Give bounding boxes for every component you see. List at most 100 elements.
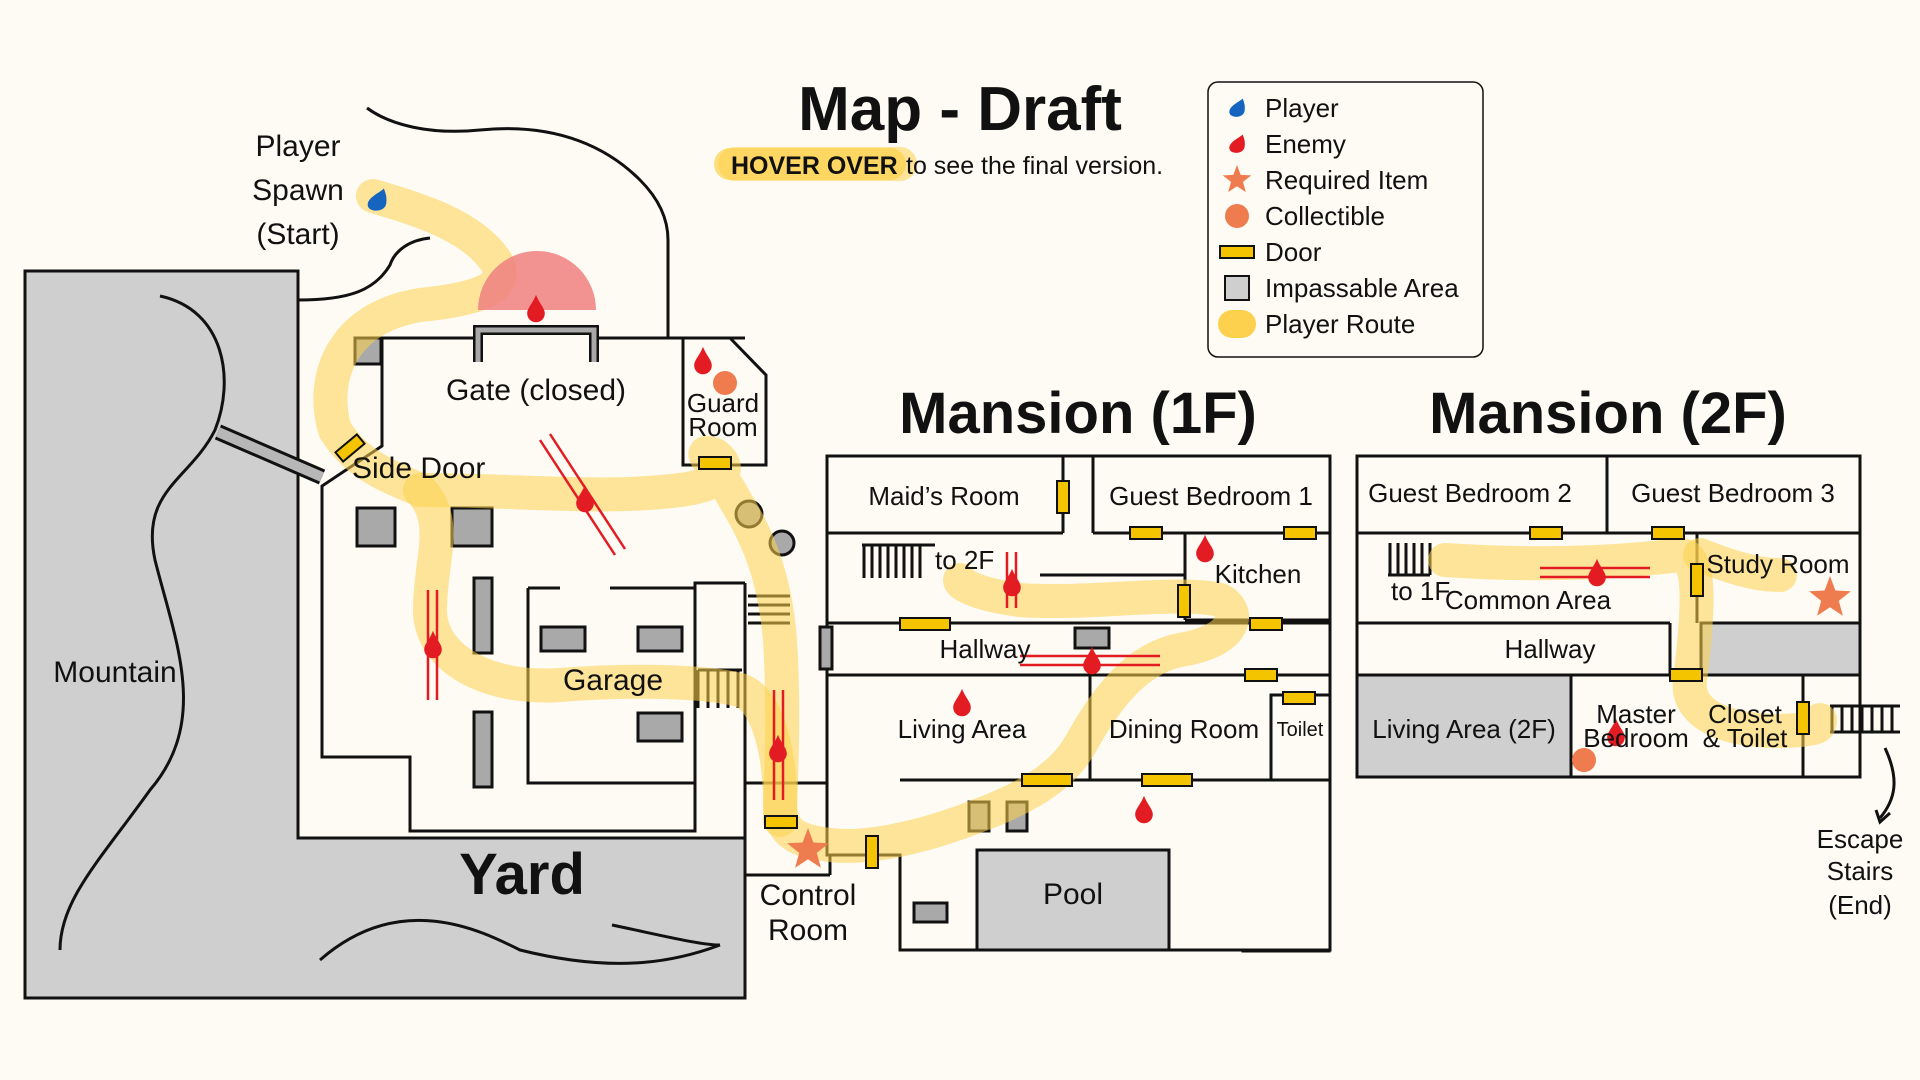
enemy-icon — [1196, 534, 1214, 563]
label-escape-1: Escape — [1817, 824, 1904, 854]
furniture — [912, 901, 949, 924]
collectible-icon — [713, 371, 737, 395]
impassable-icon — [1224, 275, 1250, 301]
label-common-area: Common Area — [1445, 585, 1612, 615]
mountain-ridge-line — [58, 294, 226, 951]
door-icon — [1529, 526, 1563, 540]
escape-arrow — [1878, 747, 1896, 819]
enemy-icon — [694, 346, 712, 375]
label-pool: Pool — [1043, 878, 1103, 911]
label-guest-bedroom-1: Guest Bedroom 1 — [1109, 481, 1313, 511]
label-living-area-2f: Living Area (2F) — [1372, 714, 1556, 744]
escape-stairs — [1830, 704, 1900, 734]
hint-text: to see the final version. — [906, 152, 1163, 180]
enemy-icon — [424, 630, 442, 659]
enemy-icon — [1607, 718, 1625, 747]
yard-obstacle — [472, 576, 494, 655]
compound-inner-wall — [526, 588, 695, 785]
legend-item: Impassable Area — [1224, 273, 1459, 303]
enemy-icon — [527, 294, 545, 323]
legend-label: Player Route — [1265, 309, 1415, 339]
route-icon — [1218, 310, 1256, 338]
label-living-area: Living Area — [898, 714, 1027, 744]
label-closet-2: & Toilet — [1703, 723, 1789, 753]
door-icon — [1177, 584, 1191, 618]
yard-obstacle — [450, 506, 494, 548]
star-icon — [1809, 576, 1851, 616]
legend-label: Required Item — [1265, 165, 1428, 195]
door-icon — [1244, 668, 1278, 682]
legend-box — [1207, 81, 1484, 358]
door-icon — [1669, 668, 1703, 682]
door-icon — [899, 617, 951, 631]
label-to-1f: to 1F — [1391, 576, 1450, 606]
pool-area — [975, 848, 1171, 952]
label-kitchen: Kitchen — [1215, 559, 1302, 589]
impassable-block — [1699, 621, 1862, 677]
gate-closed-fill — [475, 327, 597, 362]
terrain-line-yard — [611, 923, 721, 947]
legend-label: Impassable Area — [1265, 273, 1459, 303]
player-icon — [367, 188, 387, 211]
enemy-icon — [769, 734, 787, 763]
garage-car — [539, 625, 587, 653]
legend-item: Collectible — [1225, 201, 1385, 231]
terrain-line-north — [366, 106, 670, 338]
player-icon — [1229, 98, 1245, 117]
label-guest-bedroom-2: Guest Bedroom 2 — [1368, 478, 1572, 508]
door-icon — [698, 456, 732, 470]
door-icon — [1249, 617, 1283, 631]
furniture — [1073, 626, 1111, 650]
enemy-icon — [1588, 558, 1606, 587]
label-master-1: Master — [1596, 699, 1676, 729]
label-toilet: Toilet — [1277, 719, 1324, 741]
garage-car — [636, 625, 684, 653]
door-icon — [1282, 691, 1316, 705]
stairs-to-2f — [862, 543, 935, 578]
legend-item: Door — [1219, 237, 1322, 267]
label-control-2: Room — [768, 914, 848, 947]
legend-label: Player — [1265, 93, 1339, 123]
hint-highlight — [714, 148, 906, 180]
star-icon — [787, 828, 829, 868]
doors — [334, 432, 1810, 869]
enemy-vision-cone — [478, 251, 596, 310]
label-master-2: Bedroom — [1583, 723, 1689, 753]
garage-car — [636, 711, 684, 743]
label-dining-room: Dining Room — [1109, 714, 1259, 744]
door-icon — [1690, 563, 1704, 597]
gate-closed — [473, 325, 599, 362]
mansion-1f-title: Mansion (1F) — [899, 381, 1257, 446]
stairs-to-1f — [1388, 543, 1432, 577]
label-mountain: Mountain — [53, 656, 176, 689]
toilet-room — [1269, 693, 1332, 782]
mansion-2f-title: Mansion (2F) — [1429, 381, 1787, 446]
label-guard-2: Room — [688, 412, 757, 442]
enemy-icon — [953, 688, 971, 717]
terrain-line-lower — [319, 918, 721, 965]
label-spawn-3: (Start) — [256, 218, 339, 251]
legend-item: Player — [1229, 93, 1339, 123]
door-icon — [1219, 245, 1255, 259]
label-spawn-1: Player — [255, 130, 340, 163]
collectible-icon — [1572, 748, 1596, 772]
label-guard-1: Guard — [687, 388, 759, 418]
label-closet-1: Closet — [1708, 699, 1782, 729]
enemy-icon — [1135, 795, 1153, 824]
label-to-2f: to 2F — [935, 545, 994, 575]
label-hallway-2f: Hallway — [1504, 634, 1595, 664]
door-icon — [1056, 480, 1070, 514]
legend: Player Enemy Required Item Collectible Door I… — [1207, 81, 1484, 358]
door-icon — [865, 835, 879, 869]
bridge-fill — [216, 427, 324, 482]
label-study-room: Study Room — [1706, 549, 1849, 579]
legend-item: Enemy — [1229, 129, 1346, 159]
door-icon — [1129, 526, 1163, 540]
legend-label: Door — [1265, 237, 1322, 267]
door-icon — [1283, 526, 1317, 540]
legend-label: Collectible — [1265, 201, 1385, 231]
label-escape-3: (End) — [1828, 890, 1892, 920]
circle-icon — [1225, 204, 1249, 228]
label-maids-room: Maid’s Room — [868, 481, 1019, 511]
arrow-head-icon — [1874, 809, 1892, 825]
